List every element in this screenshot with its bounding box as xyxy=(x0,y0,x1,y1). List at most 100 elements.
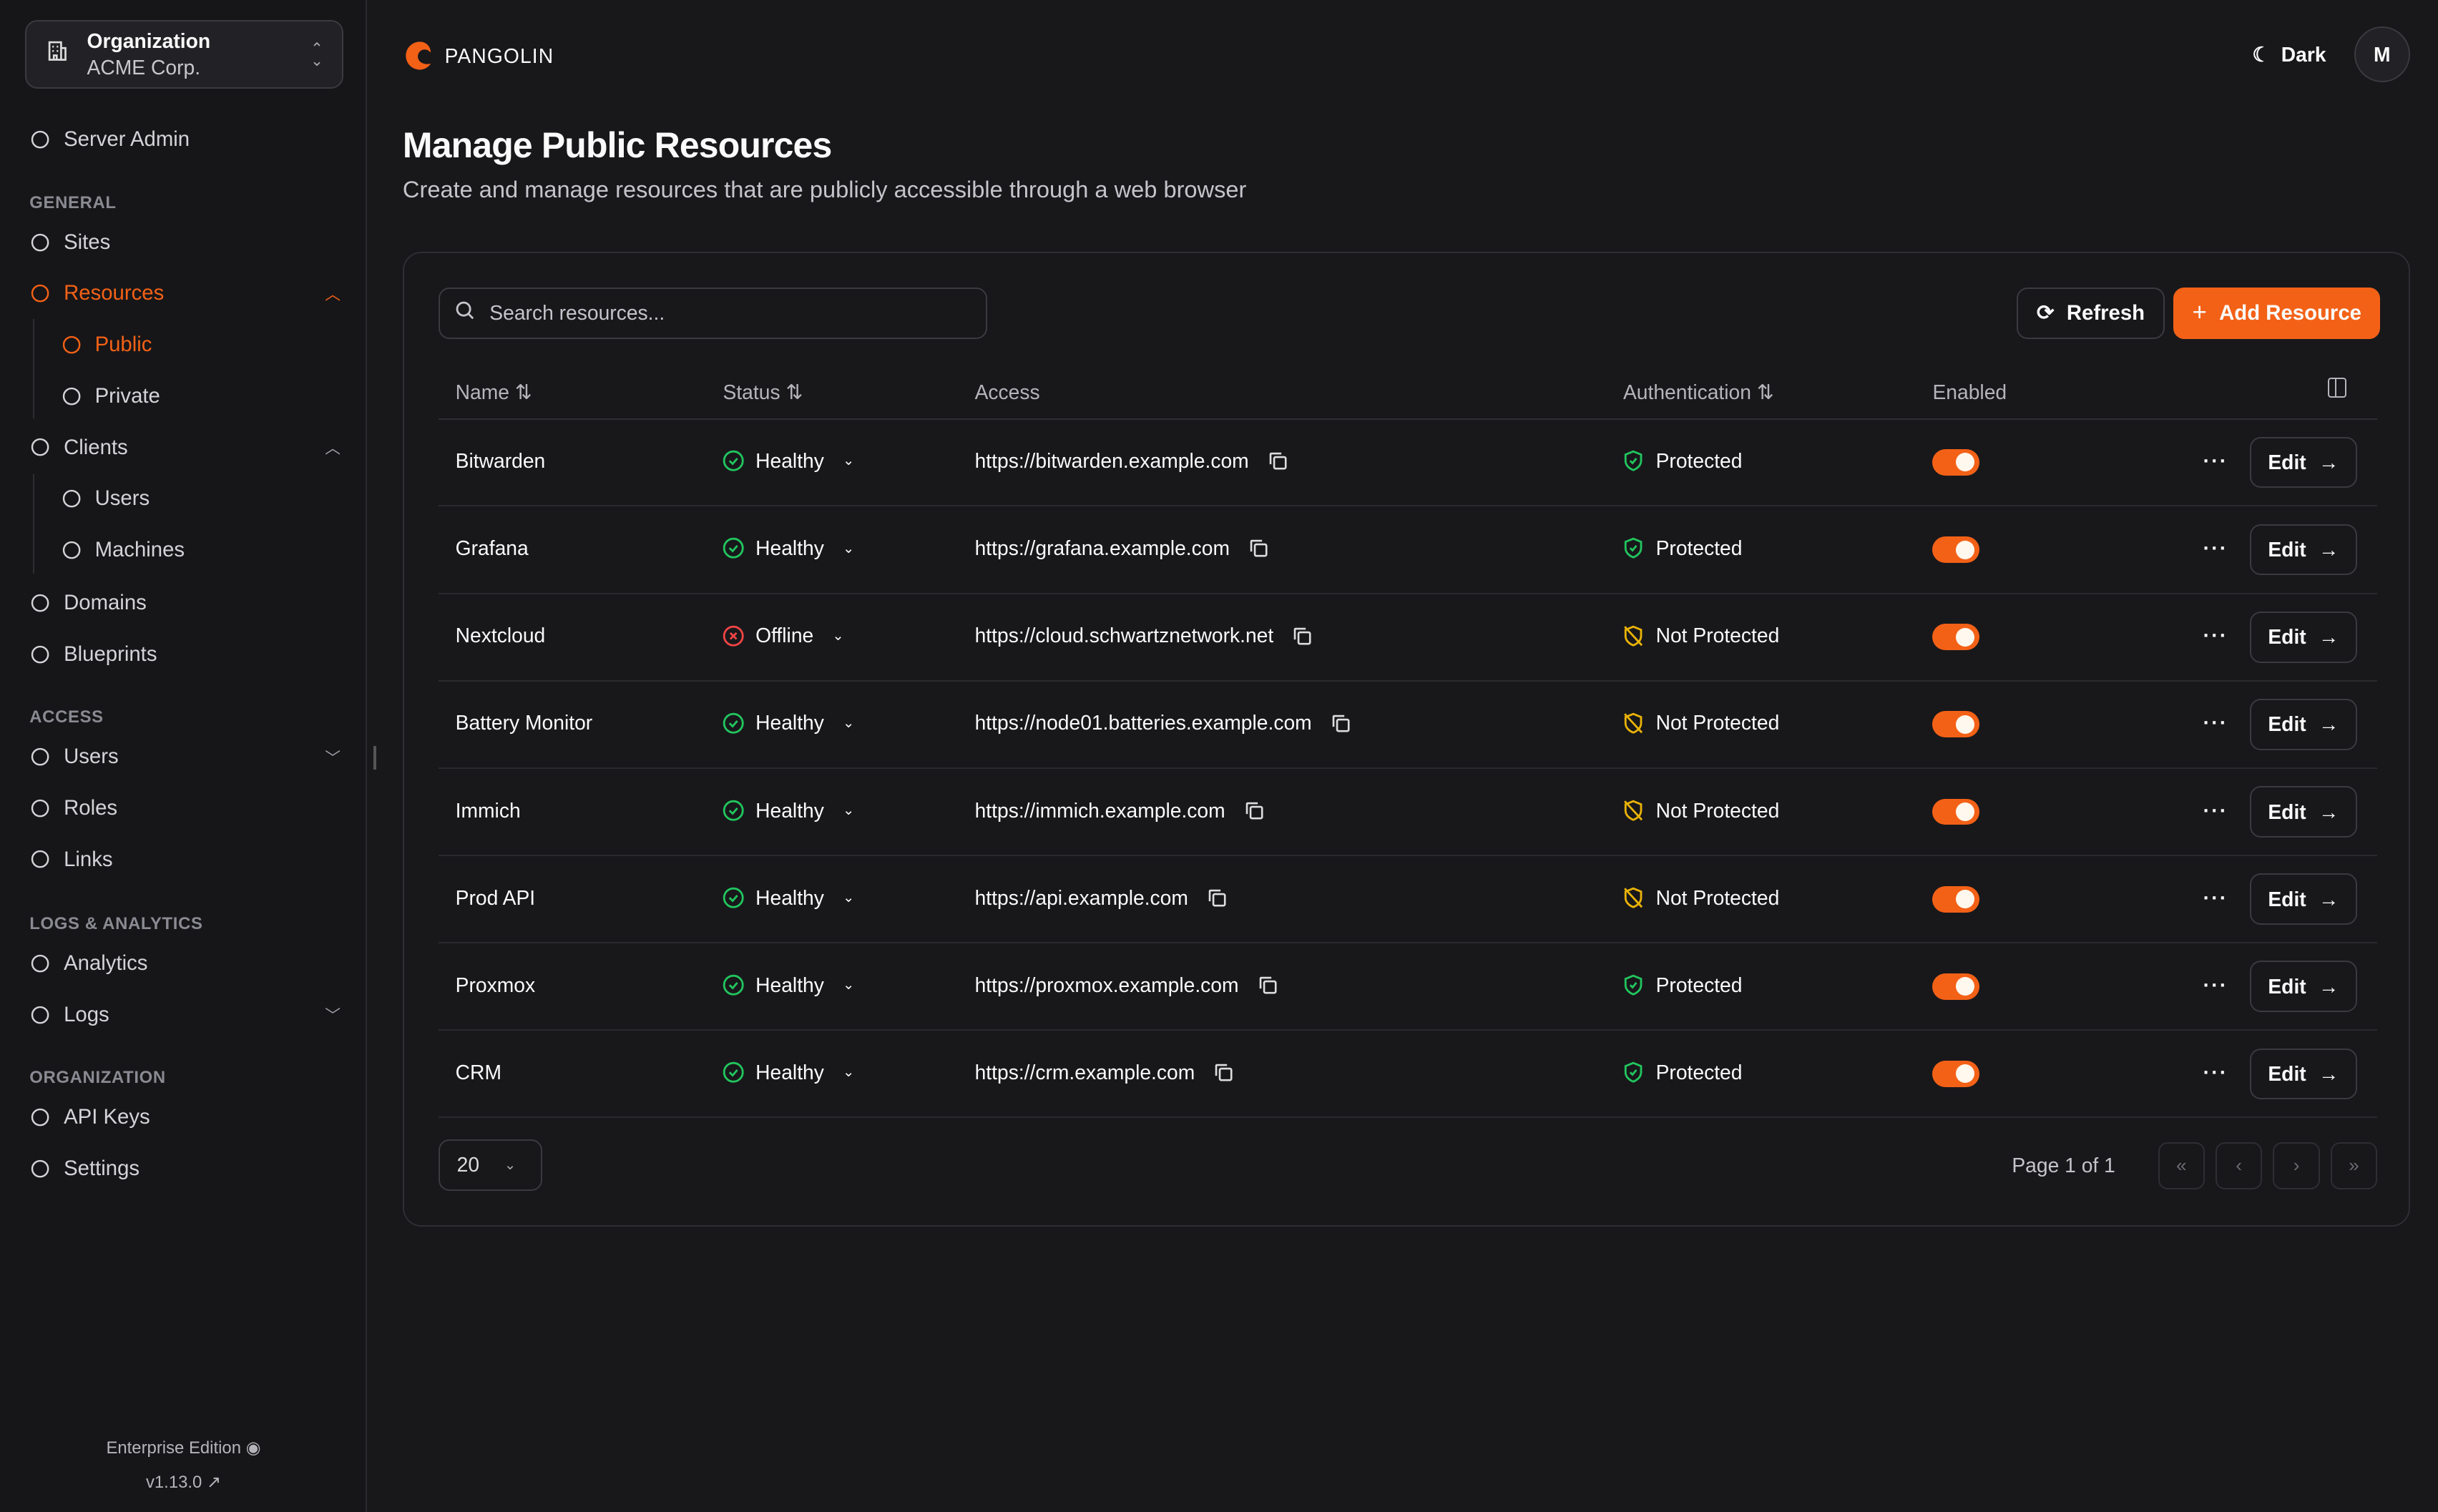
auth-status: Not Protected xyxy=(1623,624,1779,647)
edition-label[interactable]: Enterprise Edition ◉ xyxy=(106,1438,261,1458)
enabled-toggle[interactable] xyxy=(1932,885,1979,913)
copy-icon[interactable] xyxy=(1248,538,1268,558)
sidebar-item-sites[interactable]: Sites xyxy=(29,230,341,255)
sidebar-item-roles[interactable]: Roles xyxy=(29,796,341,820)
chevron-down-icon: ﹀ xyxy=(325,1006,341,1025)
access-url[interactable]: https://api.example.com xyxy=(974,885,1188,909)
more-options-icon[interactable]: ··· xyxy=(2203,711,2228,735)
status-badge[interactable]: Healthy ⌄ xyxy=(723,536,854,560)
sidebar-item-logs[interactable]: Logs ﹀ xyxy=(29,1003,341,1027)
sidebar-item-server-admin[interactable]: Server Admin xyxy=(29,127,341,152)
arrow-right-icon: → xyxy=(2319,887,2339,910)
more-options-icon[interactable]: ··· xyxy=(2203,448,2228,472)
check-circle-icon xyxy=(723,974,745,996)
copy-icon[interactable] xyxy=(1331,713,1351,733)
edit-button[interactable]: Edit → xyxy=(2249,699,2357,750)
enabled-toggle[interactable] xyxy=(1932,448,1979,476)
first-page-button[interactable]: « xyxy=(2158,1142,2205,1189)
edit-button[interactable]: Edit → xyxy=(2249,436,2357,489)
add-resource-button[interactable]: + Add Resource xyxy=(2173,287,2381,339)
status-badge[interactable]: Offline ⌄ xyxy=(723,624,844,647)
sidebar-item-blueprints[interactable]: Blueprints xyxy=(29,642,341,667)
sidebar-item-public[interactable]: Public xyxy=(61,333,341,357)
edit-button[interactable]: Edit → xyxy=(2249,1048,2357,1100)
enabled-toggle[interactable] xyxy=(1932,973,1979,1000)
prev-page-button[interactable]: ‹ xyxy=(2216,1142,2263,1189)
more-options-icon[interactable]: ··· xyxy=(2203,624,2228,647)
edit-button[interactable]: Edit → xyxy=(2249,786,2357,838)
pangolin-logo[interactable]: PANGOLIN xyxy=(403,39,554,73)
theme-toggle[interactable]: ☾ Dark xyxy=(2252,42,2326,66)
chevron-down-icon: ⌄ xyxy=(842,802,855,819)
enabled-toggle[interactable] xyxy=(1932,624,1979,651)
next-page-button[interactable]: › xyxy=(2273,1142,2320,1189)
refresh-button[interactable]: ⟳ Refresh xyxy=(2016,287,2165,339)
access-url[interactable]: https://cloud.schwartznetwork.net xyxy=(974,624,1274,647)
table-row: Bitwarden Healthy ⌄ https://bitwarden.exa… xyxy=(438,420,2378,507)
resources-icon xyxy=(29,283,51,304)
page-subtitle: Create and manage resources that are pub… xyxy=(402,175,1247,202)
status-badge[interactable]: Healthy ⌄ xyxy=(723,886,854,910)
column-name[interactable]: Name ⇅ xyxy=(455,381,532,404)
copy-icon[interactable] xyxy=(1258,975,1278,995)
sidebar-resize-handle[interactable] xyxy=(373,746,376,770)
chevron-down-icon: ⌄ xyxy=(842,453,855,469)
more-options-icon[interactable]: ··· xyxy=(2203,1060,2228,1084)
last-page-button[interactable]: » xyxy=(2330,1142,2378,1189)
monitor-icon xyxy=(29,436,51,458)
enabled-toggle[interactable] xyxy=(1932,536,1979,564)
more-options-icon[interactable]: ··· xyxy=(2203,536,2228,560)
sidebar-item-settings[interactable]: Settings xyxy=(29,1157,341,1181)
sidebar-item-users[interactable]: Users ﹀ xyxy=(29,745,341,769)
more-options-icon[interactable]: ··· xyxy=(2203,798,2228,822)
status-badge[interactable]: Healthy ⌄ xyxy=(723,449,854,473)
edit-button[interactable]: Edit → xyxy=(2249,524,2357,576)
page-size-select[interactable]: 20 ⌄ xyxy=(438,1139,543,1191)
access-url[interactable]: https://node01.batteries.example.com xyxy=(974,711,1312,735)
sidebar-item-analytics[interactable]: Analytics xyxy=(29,951,341,976)
org-switcher[interactable]: Organization ACME Corp. ⌃ ⌄ xyxy=(24,20,344,89)
copy-icon[interactable] xyxy=(1244,800,1264,820)
copy-icon[interactable] xyxy=(1213,1062,1233,1082)
enabled-toggle[interactable] xyxy=(1932,711,1979,738)
copy-icon[interactable] xyxy=(1207,888,1227,908)
sidebar-item-domains[interactable]: Domains xyxy=(29,591,341,615)
enabled-toggle[interactable] xyxy=(1932,798,1979,825)
resource-name: Nextcloud xyxy=(455,624,546,647)
access-url[interactable]: https://proxmox.example.com xyxy=(974,973,1239,996)
access-url[interactable]: https://grafana.example.com xyxy=(974,536,1230,560)
enabled-toggle[interactable] xyxy=(1932,1060,1979,1087)
sidebar-item-clients[interactable]: Clients ︿ xyxy=(29,436,341,460)
version-link[interactable]: v1.13.0 ↗ xyxy=(145,1473,221,1493)
sidebar-item-machines[interactable]: Machines xyxy=(61,538,341,562)
more-options-icon[interactable]: ··· xyxy=(2203,973,2228,996)
more-options-icon[interactable]: ··· xyxy=(2203,885,2228,909)
access-url[interactable]: https://crm.example.com xyxy=(974,1060,1195,1084)
copy-icon[interactable] xyxy=(1268,451,1288,471)
avatar[interactable]: M xyxy=(2354,26,2410,83)
edit-button[interactable]: Edit → xyxy=(2249,873,2357,926)
search-input[interactable]: Search resources... xyxy=(438,287,987,339)
edit-button[interactable]: Edit → xyxy=(2249,611,2357,663)
status-badge[interactable]: Healthy ⌄ xyxy=(723,711,854,735)
access-url[interactable]: https://bitwarden.example.com xyxy=(974,448,1249,472)
resource-name: Grafana xyxy=(455,536,529,560)
resource-name: Prod API xyxy=(455,885,536,909)
sidebar-item-api-keys[interactable]: API Keys xyxy=(29,1105,341,1129)
column-status[interactable]: Status ⇅ xyxy=(723,381,803,404)
access-url[interactable]: https://immich.example.com xyxy=(974,798,1225,822)
status-badge[interactable]: Healthy ⌄ xyxy=(723,799,854,823)
sidebar-item-links[interactable]: Links xyxy=(29,848,341,872)
shield-check-icon xyxy=(1624,974,1643,996)
sidebar-item-private[interactable]: Private xyxy=(61,384,341,408)
column-authentication[interactable]: Authentication ⇅ xyxy=(1622,381,1774,404)
sidebar-item-resources[interactable]: Resources ︿ xyxy=(29,281,341,305)
edit-button[interactable]: Edit → xyxy=(2249,961,2357,1013)
status-badge[interactable]: Healthy ⌄ xyxy=(723,1061,854,1084)
columns-toggle-icon[interactable] xyxy=(2327,377,2346,398)
table-row: Grafana Healthy ⌄ https://grafana.example… xyxy=(438,507,2378,594)
copy-icon[interactable] xyxy=(1292,626,1312,646)
auth-status: Protected xyxy=(1623,1061,1742,1084)
status-badge[interactable]: Healthy ⌄ xyxy=(723,973,854,997)
sidebar-item-users[interactable]: Users xyxy=(61,486,341,511)
